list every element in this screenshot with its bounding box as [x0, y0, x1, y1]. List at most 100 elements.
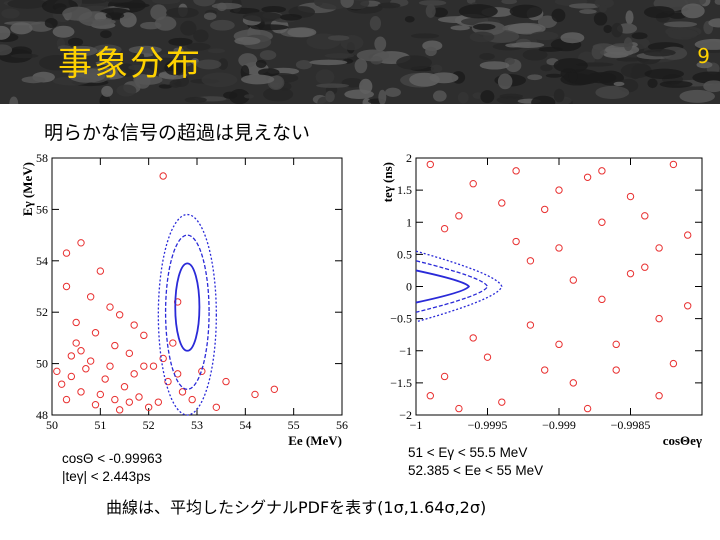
- camouflage-patch: [625, 10, 634, 25]
- camouflage-patch: [479, 53, 495, 61]
- y-tick-label: 58: [36, 151, 48, 165]
- camouflage-patch: [504, 57, 515, 65]
- data-point: [498, 398, 506, 406]
- camouflage-patch: [410, 33, 440, 39]
- right-cut-line-2: 52.385 < Ee < 55 MeV: [408, 463, 544, 478]
- camouflage-patch: [151, 0, 181, 5]
- camouflage-patch: [280, 13, 302, 21]
- camouflage-patch: [193, 29, 209, 43]
- data-point: [159, 354, 167, 363]
- camouflage-patch: [244, 94, 255, 99]
- camouflage-patch: [450, 25, 470, 31]
- data-point: [440, 372, 449, 381]
- camouflage-patch: [594, 0, 615, 9]
- plot-frame: [415, 157, 703, 416]
- camouflage-patch: [616, 57, 643, 62]
- camouflage-patch: [499, 93, 524, 99]
- camouflage-patch: [165, 7, 199, 19]
- camouflage-patch: [598, 4, 607, 13]
- left-cut-line-1: cosΘ < -0.99963: [62, 451, 163, 466]
- data-point: [164, 377, 172, 386]
- data-point: [455, 212, 463, 220]
- y-tick-label: −2: [399, 408, 412, 422]
- data-point: [62, 395, 71, 404]
- camouflage-patch: [180, 20, 197, 36]
- data-point: [101, 375, 109, 383]
- camouflage-patch: [531, 95, 556, 104]
- camouflage-patch: [527, 74, 543, 81]
- camouflage-patch: [0, 44, 13, 56]
- x-axis-title: cosΘeγ: [663, 433, 702, 448]
- camouflage-patch: [356, 49, 389, 62]
- data-point: [212, 403, 221, 411]
- camouflage-patch: [469, 31, 495, 43]
- camouflage-patch: [553, 58, 588, 73]
- camouflage-patch: [207, 48, 226, 54]
- data-point: [106, 362, 114, 370]
- data-point: [569, 379, 578, 387]
- y-tick-label: 56: [36, 202, 48, 216]
- data-point: [555, 186, 563, 194]
- camouflage-patch: [396, 55, 433, 70]
- data-point: [125, 349, 134, 358]
- slide-subtitle: 明らかな信号の超過は見えない: [44, 122, 311, 144]
- data-point: [86, 357, 95, 365]
- camouflage-patch: [324, 53, 355, 59]
- camouflage-patch: [708, 18, 720, 28]
- camouflage-patch: [667, 28, 699, 40]
- camouflage-patch: [98, 48, 116, 55]
- left-cut-box: cosΘ < -0.99963 |teγ| < 2.443ps: [62, 450, 162, 486]
- camouflage-patch: [218, 58, 229, 70]
- camouflage-patch: [164, 60, 185, 76]
- data-point: [612, 340, 620, 349]
- camouflage-patch: [10, 53, 39, 59]
- camouflage-patch: [229, 89, 250, 104]
- right-cut-box: 51 < Eγ < 55.5 MeV 52.385 < Ee < 55 MeV: [408, 444, 543, 480]
- camouflage-patch: [457, 91, 469, 104]
- y-tick-label: 54: [36, 254, 48, 268]
- camouflage-patch: [354, 58, 368, 74]
- data-point: [67, 372, 76, 381]
- y-tick-label: −1: [399, 344, 412, 358]
- data-point: [120, 383, 129, 391]
- plot-frame: [51, 157, 343, 416]
- data-point: [684, 302, 692, 310]
- camouflage-patch: [255, 59, 267, 69]
- title-banner: [0, 0, 720, 104]
- camouflage-patch: [369, 16, 382, 31]
- camouflage-patch: [425, 46, 437, 57]
- camouflage-patch: [663, 21, 698, 28]
- camouflage-patch: [158, 84, 173, 89]
- camouflage-patch: [210, 19, 235, 31]
- data-point: [251, 390, 259, 399]
- camouflage-patch: [595, 85, 630, 100]
- camouflage-patch: [603, 24, 613, 34]
- data-point: [111, 341, 119, 350]
- data-point: [512, 237, 520, 246]
- x-tick-label: 53: [191, 418, 203, 432]
- camouflage-patch: [101, 85, 113, 97]
- data-point: [91, 401, 100, 409]
- data-point: [140, 331, 148, 340]
- data-point: [641, 212, 649, 220]
- camouflage-patch: [681, 3, 705, 19]
- data-point: [583, 173, 592, 181]
- energy-scatter-plot: 50 51 52 53 54 55 56 48 50 52 54 56 58 Ee (MeV) Eγ (Me…: [18, 150, 358, 450]
- camouflage-patch: [374, 36, 387, 52]
- y-tick-label: 0: [406, 280, 412, 294]
- camouflage-patch: [234, 36, 261, 45]
- data-point: [222, 377, 230, 386]
- y-tick-label: 52: [36, 305, 48, 319]
- camouflage-patch: [315, 69, 335, 85]
- data-point: [512, 167, 520, 175]
- data-point: [598, 218, 606, 226]
- camouflage-patch: [313, 0, 323, 7]
- data-point: [626, 192, 635, 201]
- camouflage-patch: [169, 79, 182, 88]
- camouflage-patch: [377, 2, 401, 9]
- signal-contour: [415, 260, 489, 313]
- data-point: [106, 303, 114, 311]
- data-point: [154, 398, 163, 406]
- camouflage-patch: [211, 2, 242, 10]
- camouflage-patch: [591, 44, 604, 60]
